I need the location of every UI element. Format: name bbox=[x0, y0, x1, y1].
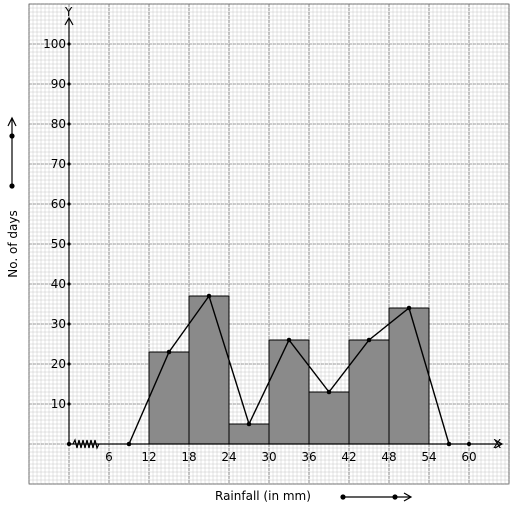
x-tick-label: 12 bbox=[141, 450, 156, 464]
y-tick-mark bbox=[67, 122, 71, 126]
histogram-bar bbox=[268, 339, 310, 445]
histogram-bar bbox=[228, 423, 270, 445]
x-tick-label: 24 bbox=[221, 450, 236, 464]
x-axis-label: Rainfall (in mm) bbox=[215, 489, 311, 503]
y-tick-mark bbox=[67, 282, 71, 286]
histogram-bar bbox=[148, 351, 190, 445]
axes bbox=[64, 16, 504, 450]
x-tick-point bbox=[466, 441, 472, 447]
grid-border bbox=[28, 3, 510, 485]
y-tick-label: 40 bbox=[51, 277, 66, 291]
y-axis-label: No. of days bbox=[6, 210, 20, 277]
polygon-point bbox=[166, 349, 172, 355]
polygon-point bbox=[126, 441, 132, 447]
polygon-point bbox=[446, 441, 452, 447]
y-tick-label: 100 bbox=[43, 37, 66, 51]
histogram-bar bbox=[348, 339, 390, 445]
y-label-arrow-icon bbox=[7, 116, 17, 189]
y-tick-mark bbox=[67, 162, 71, 166]
x-tick-label: 30 bbox=[261, 450, 276, 464]
y-tick-mark bbox=[67, 202, 71, 206]
y-tick-label: 30 bbox=[51, 317, 66, 331]
y-tick-label: 90 bbox=[51, 77, 66, 91]
y-tick-label: 60 bbox=[51, 197, 66, 211]
y-axis-name: Y bbox=[64, 5, 73, 19]
x-tick-label: 60 bbox=[461, 450, 476, 464]
polygon-point bbox=[246, 421, 252, 427]
y-tick-mark bbox=[67, 242, 71, 246]
y-tick-label: 10 bbox=[51, 397, 66, 411]
y-tick-mark bbox=[67, 42, 71, 46]
tick-labels: 6 12 18 24 30 36 42 48 54 60 10 20 30 40 50 60 70 80 90 100 bbox=[43, 37, 477, 464]
x-tick-label: 6 bbox=[105, 450, 113, 464]
y-tick-label: 80 bbox=[51, 117, 66, 131]
origin-point bbox=[66, 441, 72, 447]
x-tick-label: 18 bbox=[181, 450, 196, 464]
y-axis-arrow-icon bbox=[64, 16, 74, 26]
histogram-bar bbox=[308, 391, 350, 445]
y-tick-label: 70 bbox=[51, 157, 66, 171]
y-tick-label: 50 bbox=[51, 237, 66, 251]
y-tick-mark bbox=[67, 322, 71, 326]
x-tick-label: 42 bbox=[341, 450, 356, 464]
y-tick-mark bbox=[67, 362, 71, 366]
histogram-bar bbox=[388, 307, 430, 445]
polygon-point bbox=[206, 293, 212, 299]
polygon-point bbox=[326, 389, 332, 395]
frequency-polygon bbox=[126, 293, 472, 447]
x-axis-arrow-icon bbox=[494, 439, 504, 449]
x-tick-label: 54 bbox=[421, 450, 436, 464]
axis-break-icon bbox=[72, 438, 100, 450]
polygon-point bbox=[286, 337, 292, 343]
x-tick-label: 36 bbox=[301, 450, 316, 464]
y-tick-mark bbox=[67, 82, 71, 86]
polygon-point bbox=[406, 305, 412, 311]
polygon-point bbox=[366, 337, 372, 343]
histogram-bar bbox=[188, 295, 230, 445]
y-tick-label: 20 bbox=[51, 357, 66, 371]
x-tick-label: 48 bbox=[381, 450, 396, 464]
x-axis-name: X bbox=[493, 437, 501, 451]
x-label-arrow-icon bbox=[340, 492, 413, 502]
y-tick-mark bbox=[67, 402, 71, 406]
